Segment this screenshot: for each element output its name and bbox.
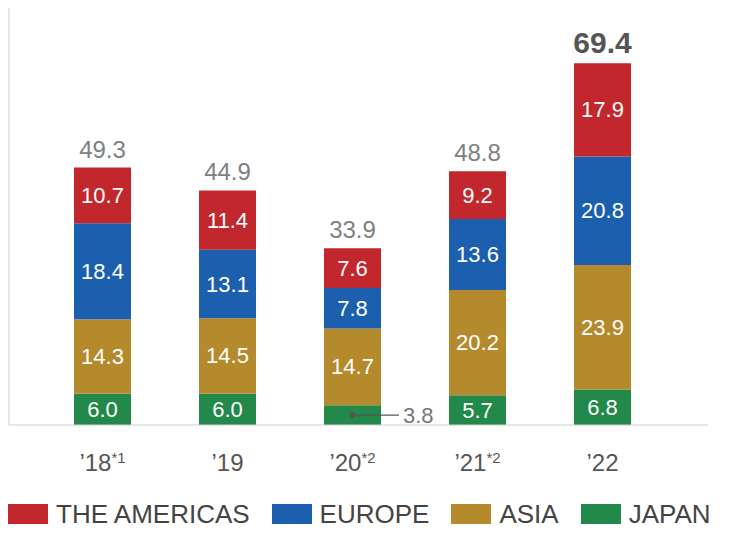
svg-text:17.9: 17.9 — [581, 97, 624, 122]
svg-text:44.9: 44.9 — [204, 158, 251, 185]
svg-text:33.9: 33.9 — [329, 216, 376, 243]
svg-text:6.8: 6.8 — [587, 395, 618, 420]
html-text:ASIA: ASIA — [499, 498, 559, 529]
svg-text:14.3: 14.3 — [81, 344, 124, 369]
svg-text:13.6: 13.6 — [456, 242, 499, 267]
svg-text:11.4: 11.4 — [207, 208, 248, 233]
svg-text:20.8: 20.8 — [581, 198, 624, 223]
html-text:THE AMERICAS: THE AMERICAS — [56, 498, 250, 529]
svg-text:’22: ’22 — [586, 449, 618, 476]
svg-text:’21*2: ’21*2 — [454, 449, 500, 476]
html-text:EUROPE: EUROPE — [319, 498, 430, 529]
svg-text:49.3: 49.3 — [79, 136, 126, 163]
svg-text:23.9: 23.9 — [581, 315, 624, 340]
svg-text:7.6: 7.6 — [337, 256, 368, 281]
svg-text:’18*1: ’18*1 — [79, 449, 125, 476]
svg-text:6.0: 6.0 — [212, 397, 243, 422]
svg-text:3.8: 3.8 — [403, 403, 434, 428]
svg-text:’19: ’19 — [211, 449, 243, 476]
svg-text:7.8: 7.8 — [337, 296, 368, 321]
svg-text:18.4: 18.4 — [81, 259, 124, 284]
html-text:JAPAN: JAPAN — [628, 498, 711, 529]
svg-text:’20*2: ’20*2 — [329, 449, 375, 476]
svg-text:69.4: 69.4 — [573, 26, 632, 59]
svg-text:48.8: 48.8 — [454, 139, 501, 166]
svg-text:9.2: 9.2 — [462, 183, 493, 208]
svg-text:20.2: 20.2 — [456, 330, 499, 355]
svg-text:13.1: 13.1 — [206, 272, 249, 297]
svg-text:10.7: 10.7 — [81, 183, 124, 208]
svg-text:14.5: 14.5 — [206, 343, 249, 368]
svg-text:14.7: 14.7 — [331, 354, 374, 379]
svg-text:5.7: 5.7 — [462, 398, 493, 423]
svg-text:6.0: 6.0 — [87, 397, 118, 422]
